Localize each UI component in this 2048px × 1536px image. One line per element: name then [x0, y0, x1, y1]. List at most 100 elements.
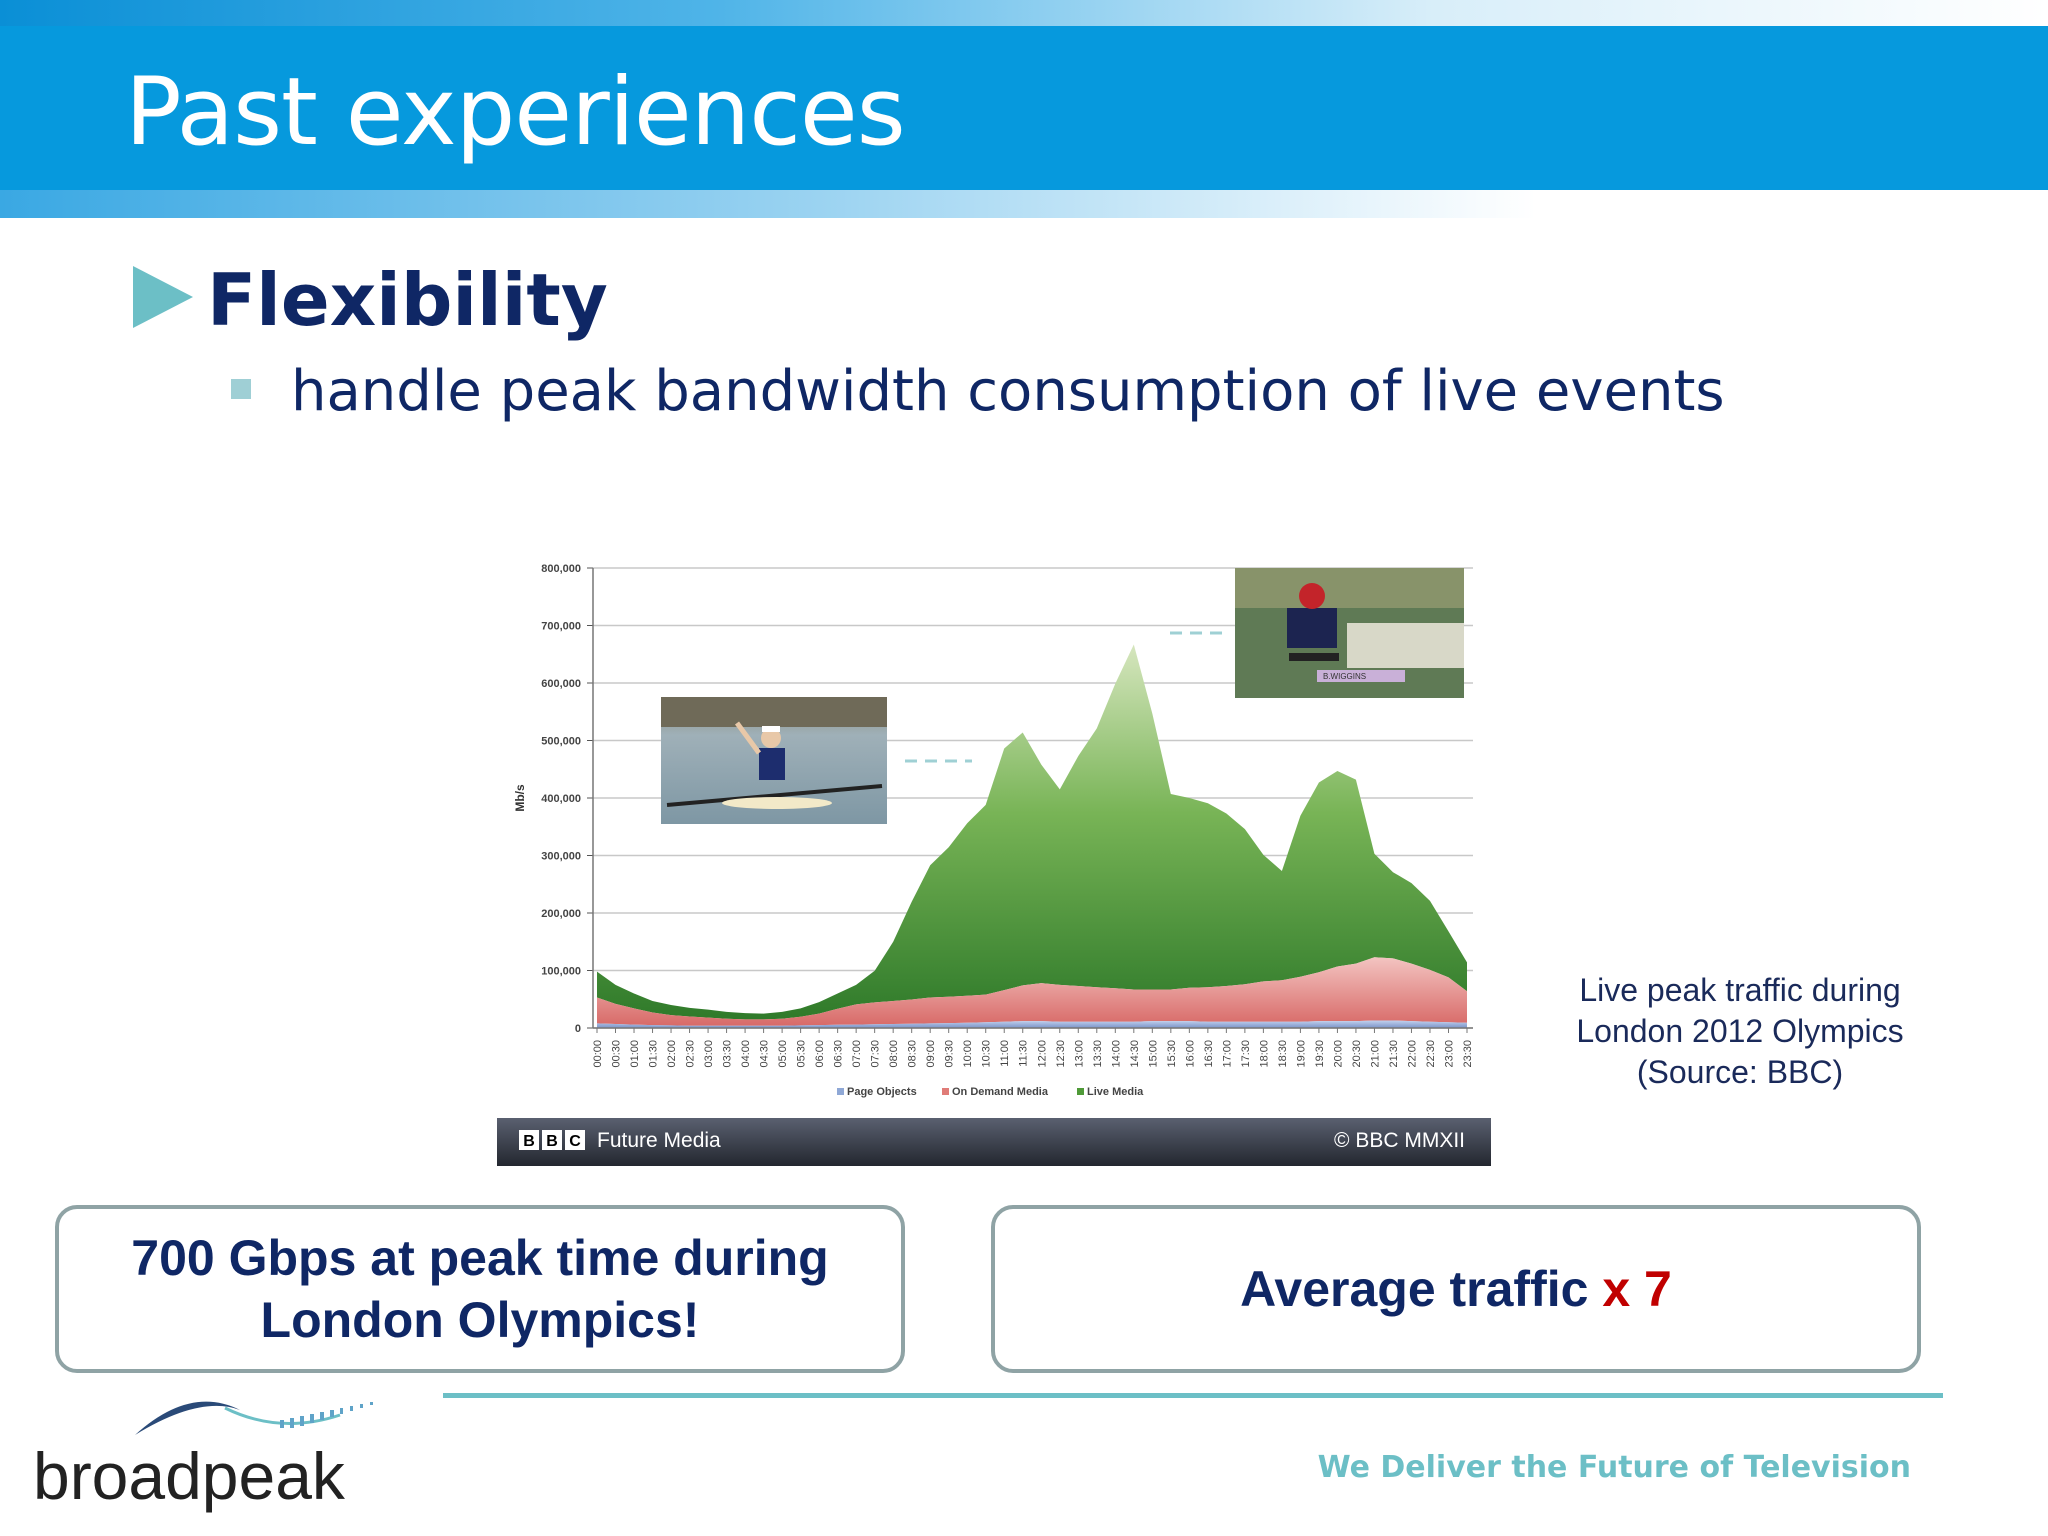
bbc-box-2: [542, 1130, 562, 1150]
live-media-area: [597, 644, 1467, 1020]
x-tick-label: 03:00: [703, 1040, 715, 1068]
y-tick-label: 400,000: [541, 793, 581, 805]
y-tick-label: 100,000: [541, 966, 581, 978]
x-tick-label: 17:30: [1240, 1040, 1252, 1068]
x-tick-label: 05:30: [796, 1040, 808, 1068]
legend-swatch: [942, 1088, 949, 1095]
caption-line-1: Live peak traffic during: [1579, 972, 1901, 1008]
x-tick-label: 02:30: [685, 1040, 697, 1068]
axes: 0 100,000 200,000 300,000 400,000 500,000 600,…: [513, 563, 1474, 1068]
section-heading: Flexibility: [207, 258, 608, 342]
x-tick-label: 17:00: [1221, 1040, 1233, 1068]
on-demand-area: [597, 957, 1467, 1026]
x-tick-label: 01:00: [629, 1040, 641, 1068]
x-tick-label: 19:00: [1295, 1040, 1307, 1068]
legend-swatch: [1077, 1088, 1084, 1095]
x-tick-label: 20:00: [1332, 1040, 1344, 1068]
x-tick-label: 11:30: [1018, 1040, 1030, 1067]
caption-line-2: London 2012 Olympics: [1576, 1013, 1904, 1049]
x-tick-label: 16:30: [1203, 1040, 1215, 1068]
title-bottom-gradient: [0, 190, 2048, 218]
x-tick-label: 16:00: [1184, 1040, 1196, 1068]
y-tick-label: 600,000: [541, 678, 581, 690]
x-tick-label: 08:30: [907, 1040, 919, 1068]
legend-swatch: [837, 1088, 844, 1095]
bbc-letter-3: C: [569, 1133, 581, 1150]
svg-text:B.WIGGINS: B.WIGGINS: [1323, 672, 1366, 681]
x-tick-label: 23:00: [1443, 1040, 1455, 1068]
x-tick-label: 19:30: [1314, 1040, 1326, 1068]
legend-label: Page Objects: [847, 1086, 917, 1098]
x-tick-label: 15:30: [1166, 1040, 1178, 1068]
x-tick-label: 20:30: [1351, 1040, 1363, 1068]
x-tick-label: 02:00: [666, 1040, 678, 1068]
banner-copyright: © BBC MMXII: [1334, 1129, 1465, 1152]
y-tick-label: 200,000: [541, 908, 581, 920]
callout-average-multiplier: x 7: [1602, 1261, 1672, 1317]
rower-photo: [661, 697, 887, 824]
broadpeak-wave-icon: [135, 1401, 373, 1435]
caption-line-3: (Source: BBC): [1636, 1054, 1844, 1090]
x-tick-label: 12:30: [1055, 1040, 1067, 1068]
x-tick-label: 06:00: [814, 1040, 826, 1068]
broadpeak-logo-text: broadpeak: [33, 1439, 345, 1513]
chart-legend: Page Objects On Demand Media Live Media: [837, 1086, 1144, 1098]
callout-peak-line-1: 700 Gbps at peak time during: [131, 1230, 829, 1286]
x-tick-label: 07:00: [851, 1040, 863, 1068]
title-top-gradient: [0, 0, 2048, 26]
banner-future-media: Future Media: [597, 1129, 721, 1152]
page-objects-area: [597, 1020, 1467, 1028]
x-tick-label: 00:30: [611, 1040, 623, 1068]
x-tick-label: 21:00: [1369, 1040, 1381, 1068]
y-tick-label: 500,000: [541, 736, 581, 748]
callout-average: Average traffic x 7: [991, 1205, 1921, 1373]
x-tick-label: 05:00: [777, 1040, 789, 1068]
x-tick-label: 13:30: [1092, 1040, 1104, 1068]
title-bar: [0, 26, 2048, 190]
x-tick-label: 18:00: [1258, 1040, 1270, 1068]
callout-peak: 700 Gbps at peak time during London Olym…: [55, 1205, 905, 1373]
callout-average-text: Average traffic x 7: [1240, 1258, 1672, 1320]
x-tick-label: 11:00: [999, 1040, 1011, 1067]
x-tick-label: 04:00: [740, 1040, 752, 1068]
legend-label: Live Media: [1087, 1086, 1144, 1098]
y-tick-label: 700,000: [541, 621, 581, 633]
x-tick-label: 21:30: [1388, 1040, 1400, 1068]
x-tick-label: 10:30: [981, 1040, 993, 1068]
x-tick-label: 00:00: [592, 1040, 604, 1068]
footer-tagline: We Deliver the Future of Television: [1317, 1450, 1911, 1485]
bbc-letter-1: B: [523, 1133, 535, 1150]
legend-label: On Demand Media: [952, 1086, 1049, 1098]
x-tick-label: 08:00: [888, 1040, 900, 1068]
x-tick-label: 13:00: [1073, 1040, 1085, 1068]
x-tick-label: 14:30: [1129, 1040, 1141, 1068]
y-axis-label: Mb/s: [513, 784, 527, 812]
x-tick-label: 22:30: [1425, 1040, 1437, 1068]
slide-title: Past experiences: [125, 58, 906, 167]
y-tick-label: 800,000: [541, 563, 581, 575]
x-tick-label: 12:00: [1036, 1040, 1048, 1068]
x-tick-label: 23:30: [1462, 1040, 1474, 1068]
bbc-box-1: [519, 1130, 539, 1150]
bbc-banner: B B C Future Media © BBC MMXII: [497, 1118, 1491, 1166]
x-tick-label: 07:30: [870, 1040, 882, 1068]
x-tick-label: 22:00: [1406, 1040, 1418, 1068]
y-tick-label: 300,000: [541, 851, 581, 863]
bbc-letter-2: B: [546, 1133, 558, 1150]
bullet-text: handle peak bandwidth consumption of liv…: [291, 359, 1725, 424]
x-tick-label: 15:00: [1147, 1040, 1159, 1068]
x-tick-label: 14:00: [1110, 1040, 1122, 1068]
square-bullet-icon: [231, 379, 251, 399]
x-tick-label: 01:30: [648, 1040, 660, 1068]
x-tick-label: 09:00: [925, 1040, 937, 1068]
stacked-areas: [597, 644, 1467, 1028]
cyclist-photo: B.WIGGINS: [1235, 568, 1464, 698]
x-tick-label: 06:30: [833, 1040, 845, 1068]
x-tick-label: 18:30: [1277, 1040, 1289, 1068]
traffic-chart: 0 100,000 200,000 300,000 400,000 500,000 600,…: [497, 548, 1491, 1168]
x-tick-label: 09:30: [944, 1040, 956, 1068]
callout-peak-line-2: London Olympics!: [260, 1292, 700, 1348]
bullet-arrow-icon: [133, 266, 193, 328]
x-tick-label: 03:30: [722, 1040, 734, 1068]
bbc-box-3: [565, 1130, 585, 1150]
